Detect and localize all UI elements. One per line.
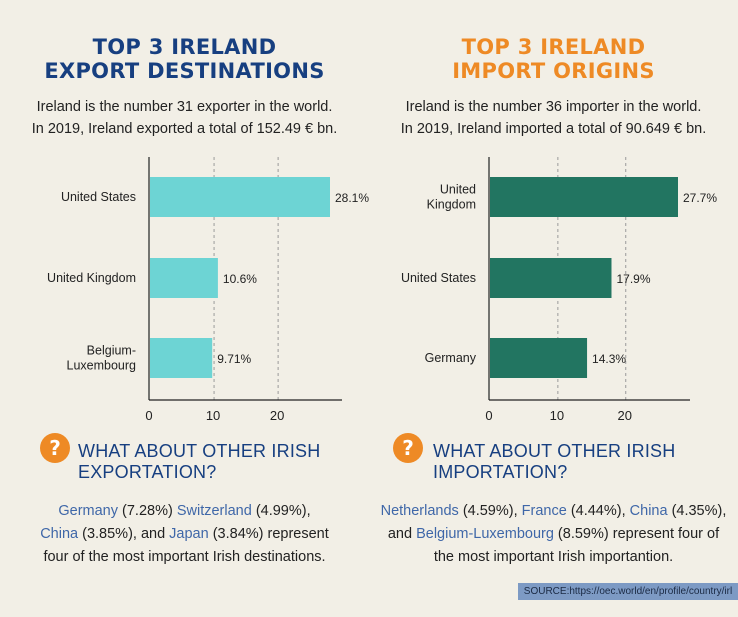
bar <box>150 177 330 217</box>
category-label: Kingdom <box>427 198 476 212</box>
country-japan: Japan <box>169 526 209 542</box>
category-label: United States <box>61 190 136 204</box>
x-tick-label: 0 <box>485 408 492 423</box>
export-intro: Ireland is the number 31 exporter in the… <box>31 99 338 137</box>
x-tick-label: 0 <box>145 408 152 423</box>
data-label: 14.3% <box>592 352 626 366</box>
import-title: TOP 3 IRELAND IMPORT ORIGINS <box>452 35 655 83</box>
question-mark-icon: ? <box>393 433 423 463</box>
import-panel: TOP 3 IRELAND IMPORT ORIGINS Ireland is … <box>369 0 738 617</box>
source-note: SOURCE:https://oec.world/en/profile/coun… <box>518 583 738 600</box>
category-label: Germany <box>425 351 477 365</box>
category-label: United States <box>401 271 476 285</box>
category-label: Belgium- <box>87 344 136 358</box>
data-label: 28.1% <box>335 191 369 205</box>
country-china: China <box>40 526 79 542</box>
data-label: 17.9% <box>616 272 650 286</box>
export-title: TOP 3 IRELAND EXPORT DESTINATIONS <box>44 35 325 83</box>
data-label: 27.7% <box>683 191 717 205</box>
import-other-origins: Netherlands (4.59%), France (4.44%), Chi… <box>380 503 727 565</box>
import-question-title: WHAT ABOUT OTHER IRISH IMPORTATION? <box>433 441 676 482</box>
bar <box>150 338 213 378</box>
question-mark-icon: ? <box>40 433 70 463</box>
import-intro: Ireland is the number 36 importer in the… <box>400 99 707 137</box>
export-bar-chart: 28.1% United States 10.6% United Kingdom 9.7… <box>47 157 369 423</box>
category-label: United <box>440 183 476 197</box>
country-china: China <box>629 503 668 519</box>
export-panel: TOP 3 IRELAND EXPORT DESTINATIONS Irelan… <box>31 35 369 565</box>
x-tick-label: 20 <box>270 408 284 423</box>
x-tick-label: 10 <box>206 408 220 423</box>
country-switzerland: Switzerland <box>176 503 252 519</box>
country-belgium-luxembourg: Belgium-Luxembourg <box>416 526 554 542</box>
category-label: United Kingdom <box>47 271 136 285</box>
country-netherlands: Netherlands <box>380 503 459 519</box>
bar <box>150 258 218 298</box>
export-other-destinations: Germany (7.28%) Switzerland (4.99%), Chi… <box>40 503 329 565</box>
country-germany: Germany <box>58 503 118 519</box>
export-question-title: WHAT ABOUT OTHER IRISH EXPORTATION? <box>78 441 321 482</box>
data-label: 10.6% <box>223 272 257 286</box>
x-tick-label: 20 <box>618 408 632 423</box>
x-tick-label: 10 <box>550 408 564 423</box>
category-label: Luxembourg <box>67 359 137 373</box>
data-label: 9.71% <box>217 352 251 366</box>
bar <box>490 258 612 298</box>
bar <box>490 338 588 378</box>
country-france: France <box>521 503 567 519</box>
bar <box>490 177 678 217</box>
